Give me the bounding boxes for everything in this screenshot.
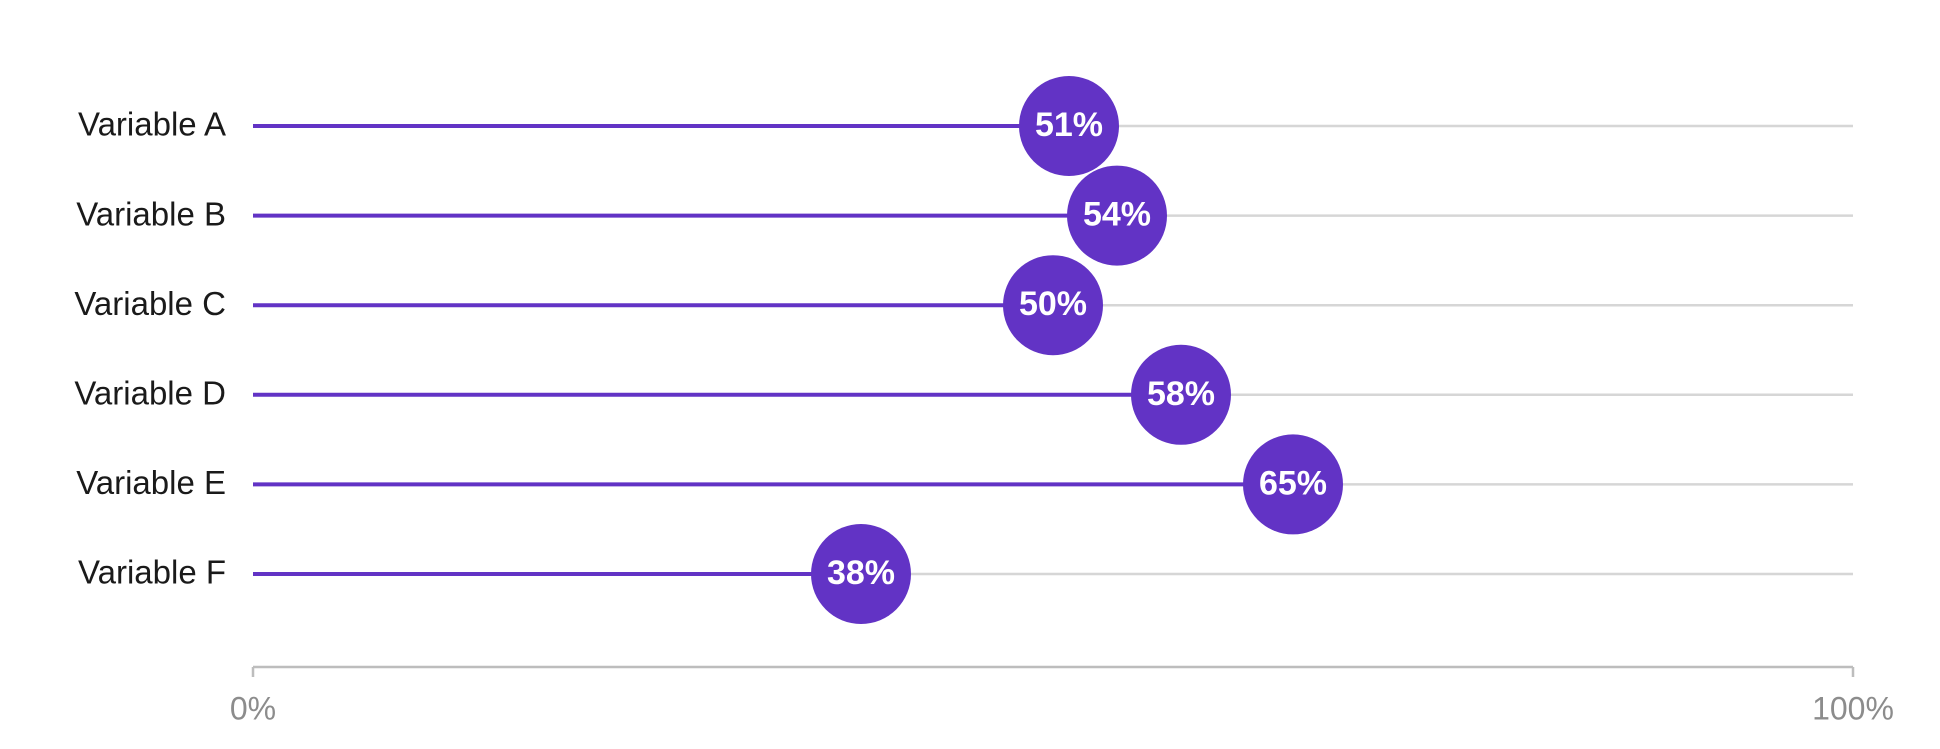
value-dot [1243,434,1343,535]
value-dot [1067,165,1167,266]
x-tick-label-end: 100% [1812,690,1894,726]
category-label: Variable D [74,375,226,412]
value-label: 50% [1019,285,1087,323]
category-label: Variable E [76,464,226,501]
category-label: Variable C [74,285,226,322]
value-label: 51% [1035,106,1103,144]
value-label: 38% [827,554,895,592]
value-label: 58% [1147,375,1215,413]
value-label: 65% [1259,464,1327,502]
value-dot [1131,344,1231,445]
value-dot [1003,255,1103,356]
stems [253,124,1293,576]
value-dots: 51% 54% 50% 58% 65% 38% [811,76,1343,624]
x-tick-label-start: 0% [230,690,276,726]
value-dot [1019,76,1119,176]
value-dot [811,524,911,624]
value-label: 54% [1083,196,1151,234]
x-axis: 0% 100% [230,665,1894,726]
category-label: Variable A [78,106,226,143]
category-label: Variable F [78,554,226,591]
category-labels: Variable A Variable B Variable C Variable D… [74,106,226,591]
category-label: Variable B [76,195,226,232]
